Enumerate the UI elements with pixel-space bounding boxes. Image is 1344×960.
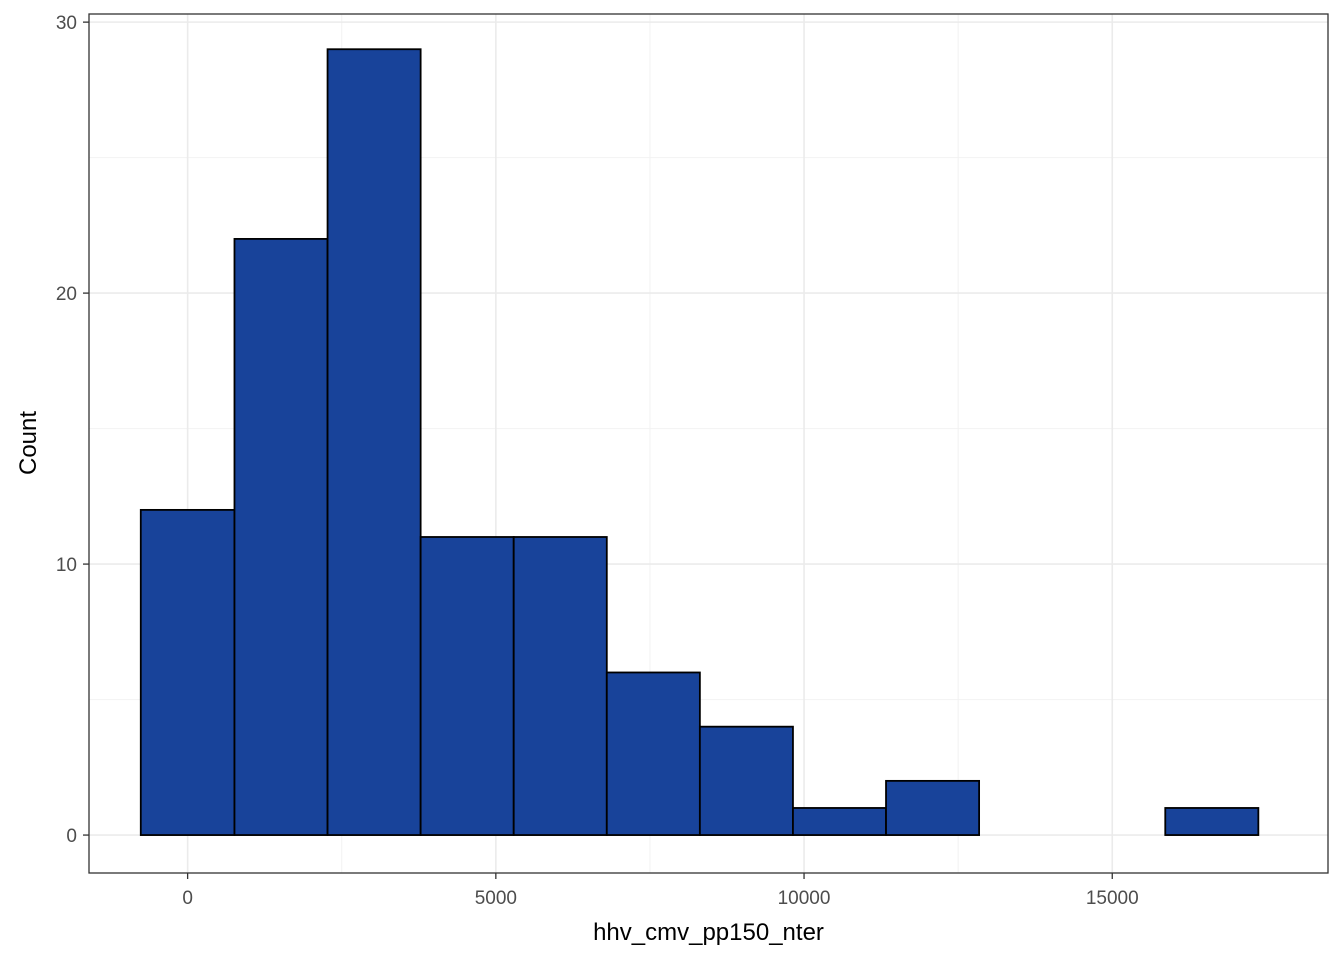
y-axis-title: Count [15, 411, 42, 475]
x-axis-ticks: 0 5000 10000 15000 [182, 873, 1139, 909]
x-tick-label: 0 [182, 888, 193, 909]
histogram-bar [419, 536, 515, 836]
y-tick-label: 10 [56, 555, 77, 576]
histogram-bar [139, 508, 236, 836]
histogram-bar [698, 725, 794, 836]
panel-border [88, 13, 1329, 874]
histogram-bar [1164, 807, 1260, 836]
histogram-bar [233, 238, 329, 836]
histogram-bar [326, 48, 422, 836]
x-tick-label: 15000 [1086, 888, 1139, 909]
y-tick-label: 0 [66, 826, 77, 847]
histogram-bar [512, 536, 608, 836]
y-tick-label: 20 [56, 284, 77, 305]
x-tick-label: 10000 [778, 888, 831, 909]
y-tick-label: 30 [56, 13, 77, 34]
histogram-bars [139, 48, 1260, 836]
x-axis-title: hhv_cmv_pp150_nter [593, 919, 824, 946]
histogram-bar [792, 807, 887, 836]
x-tick-label: 5000 [475, 888, 517, 909]
histogram-bar [605, 671, 701, 836]
histogram-bar [885, 779, 981, 836]
y-axis-ticks: 0 10 20 30 [56, 13, 89, 847]
